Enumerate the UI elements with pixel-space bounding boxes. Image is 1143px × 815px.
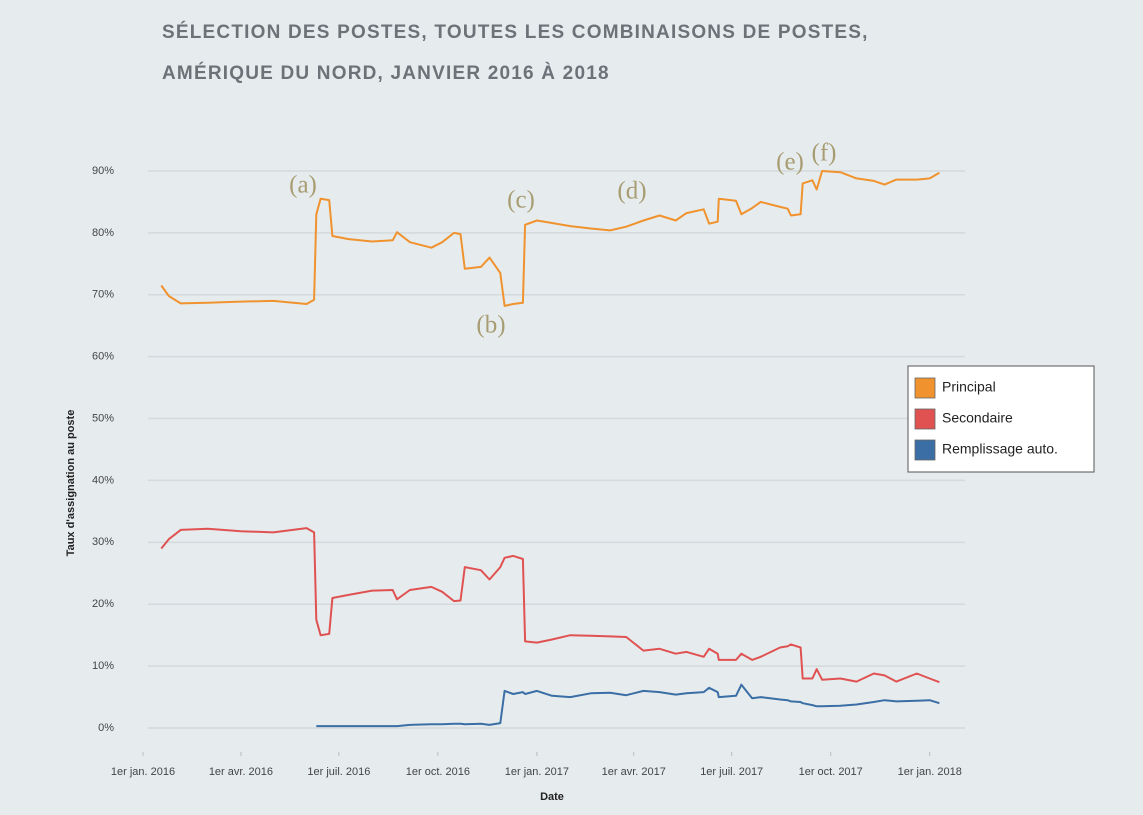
y-tick-label: 60% xyxy=(92,351,114,363)
y-tick-label: 10% xyxy=(92,660,114,672)
x-tick-label: 1er juil. 2017 xyxy=(700,766,763,778)
y-tick-label: 50% xyxy=(92,412,114,424)
x-axis-label: Date xyxy=(540,791,564,803)
y-tick-label: 20% xyxy=(92,598,114,610)
chart-title: SÉLECTION DES POSTES, TOUTES LES COMBINA… xyxy=(162,21,869,43)
x-tick-label: 1er juil. 2016 xyxy=(307,766,370,778)
annotation: (f) xyxy=(812,140,837,167)
chart-title: AMÉRIQUE DU NORD, JANVIER 2016 À 2018 xyxy=(162,62,610,84)
legend-label: Principal xyxy=(942,379,996,395)
x-tick-label: 1er jan. 2016 xyxy=(111,766,175,778)
series-line xyxy=(316,683,940,728)
y-tick-label: 70% xyxy=(92,289,114,301)
y-tick-label: 0% xyxy=(98,722,114,734)
y-axis-label: Taux d'assignation au poste xyxy=(65,410,77,557)
annotation: (a) xyxy=(289,172,317,199)
legend-swatch xyxy=(914,377,936,399)
x-tick-label: 1er jan. 2018 xyxy=(898,766,962,778)
legend-box xyxy=(907,365,1095,473)
x-tick-label: 1er avr. 2016 xyxy=(209,766,273,778)
y-tick-label: 80% xyxy=(92,227,114,239)
legend-label: Secondaire xyxy=(942,410,1013,426)
annotation: (e) xyxy=(776,149,804,176)
x-tick-label: 1er oct. 2017 xyxy=(799,766,863,778)
series-line xyxy=(160,170,940,307)
y-tick-label: 30% xyxy=(92,536,114,548)
series-line xyxy=(160,527,940,684)
legend-swatch xyxy=(914,408,936,430)
x-tick-label: 1er avr. 2017 xyxy=(602,766,666,778)
y-tick-label: 90% xyxy=(92,165,114,177)
legend-swatch xyxy=(914,439,936,461)
annotation: (b) xyxy=(476,312,505,339)
x-tick-label: 1er jan. 2017 xyxy=(505,766,569,778)
legend-label: Remplissage auto. xyxy=(942,441,1058,457)
y-tick-label: 40% xyxy=(92,474,114,486)
x-tick-label: 1er oct. 2016 xyxy=(406,766,470,778)
annotation: (d) xyxy=(617,178,646,205)
annotation: (c) xyxy=(507,187,535,214)
